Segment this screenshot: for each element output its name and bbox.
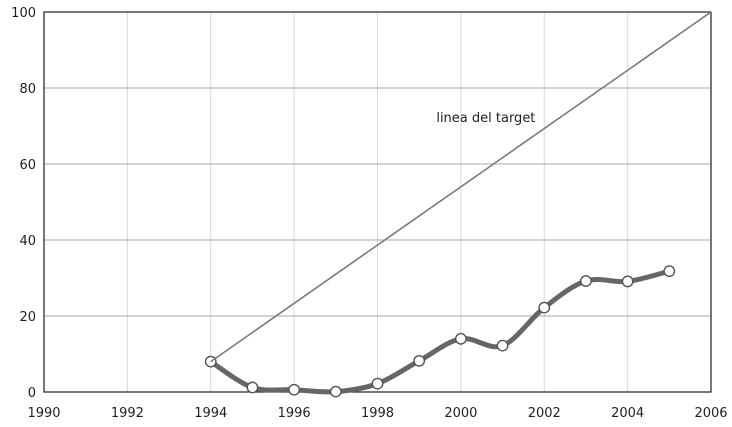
series-line-0 xyxy=(208,268,672,395)
x-tick-label: 1994 xyxy=(194,406,227,421)
y-tick-label: 80 xyxy=(19,82,36,97)
data-point-0-2 xyxy=(288,383,301,396)
y-tick-label: 60 xyxy=(19,158,36,173)
x-tick-label: 1996 xyxy=(278,406,311,421)
data-point-0-6 xyxy=(454,332,467,345)
series-layer xyxy=(204,11,712,398)
data-point-0-8 xyxy=(538,301,551,314)
data-point-0-9 xyxy=(580,275,592,287)
x-tick-label: 2006 xyxy=(694,406,727,421)
axis-layer xyxy=(43,11,712,393)
target-line-label: linea del target xyxy=(436,111,535,126)
x-tick-label: 2000 xyxy=(444,406,477,421)
data-point-0-5 xyxy=(413,354,426,367)
x-tick-label: 1992 xyxy=(111,406,144,421)
y-tick-label: 0 xyxy=(28,386,36,401)
x-tick-label: 1998 xyxy=(361,406,394,421)
x-tick-label: 1990 xyxy=(27,406,60,421)
data-point-0-1 xyxy=(246,381,259,394)
y-tick-label: 100 xyxy=(11,6,36,21)
y-tick-label: 20 xyxy=(19,310,36,325)
data-point-0-10 xyxy=(621,275,634,288)
x-tick-label: 2002 xyxy=(528,406,561,421)
data-point-0-11 xyxy=(663,265,676,278)
x-tick-label: 2004 xyxy=(611,406,644,421)
label-layer: 1990 1992 1994 1996 1998 2000 2002 2004 2006 0 20 4… xyxy=(11,6,727,421)
target-line xyxy=(210,11,712,363)
data-point-0-3 xyxy=(329,385,342,398)
data-point-0-4 xyxy=(371,377,384,390)
plot-frame xyxy=(43,11,712,393)
y-tick-label: 40 xyxy=(19,234,36,249)
data-point-0-7 xyxy=(496,339,509,352)
grid-layer xyxy=(43,11,712,393)
